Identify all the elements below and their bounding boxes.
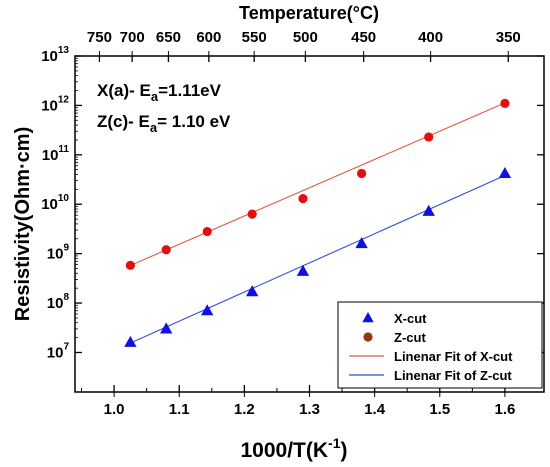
fit-line: [126, 100, 509, 268]
data-point-z-cut: [125, 260, 135, 270]
annotations: X(a)- Ea=1.11eV Z(c)- Ea= 1.10 eV: [97, 81, 231, 135]
x-tick-label: 1.2: [234, 401, 255, 418]
x-tick-label: 1.6: [494, 401, 515, 418]
top-tick-label: 650: [156, 29, 181, 46]
legend-label: Linenar Fit of Z-cut: [394, 368, 512, 383]
data-point-x-cut: [422, 204, 435, 216]
legend-box: [337, 301, 543, 389]
y-tick-label: 107: [47, 341, 70, 361]
top-tick-label: 450: [351, 29, 376, 46]
y-tick-label: 109: [47, 243, 70, 263]
activation-energy-label: X(a)- Ea=1.11eV: [97, 81, 222, 104]
x-tick-label: 1.0: [104, 401, 125, 418]
data-point-x-cut: [246, 285, 259, 297]
top-tick-label: 350: [496, 29, 521, 46]
y-axis-title: Resistivity(Ohm·cm): [12, 127, 34, 322]
x-axis-title: 1000/T(K-1): [241, 435, 348, 462]
data-point-x-cut: [201, 304, 214, 316]
top-tick-label: 500: [293, 29, 318, 46]
data-points: [124, 98, 512, 347]
data-point-z-cut: [161, 245, 171, 255]
legend-label: Linenar Fit of X-cut: [394, 349, 513, 364]
y-tick-label: 1012: [41, 94, 69, 114]
data-point-x-cut: [160, 322, 173, 334]
legend-marker-triangle: [362, 312, 374, 323]
data-point-x-cut: [296, 264, 310, 276]
data-point-z-cut: [202, 226, 212, 237]
data-point-x-cut: [355, 237, 368, 249]
top-tick-label: 600: [196, 29, 221, 46]
data-point-z-cut: [500, 98, 510, 108]
top-tick-label: 400: [418, 29, 443, 46]
top-tick-label: 750: [87, 29, 112, 46]
axis-ticks: 1.0 1.1 1.2 1.3 1.4 1.5 1.6 750 700 650 600 550 500 4…: [41, 29, 544, 418]
y-tick-label: 108: [47, 292, 70, 312]
fit-lines: [126, 100, 509, 345]
activation-energy-label: Z(c)- Ea= 1.10 eV: [97, 112, 231, 135]
data-point-z-cut: [424, 132, 434, 142]
legend-marker-circle: [363, 332, 373, 342]
data-point-x-cut: [498, 166, 512, 178]
top-tick-label: 700: [120, 29, 145, 46]
data-point-z-cut: [357, 168, 367, 179]
x-tick-label: 1.5: [429, 401, 450, 418]
top-tick-label: 550: [242, 29, 267, 46]
data-point-z-cut: [247, 209, 257, 219]
x-tick-label: 1.4: [364, 401, 386, 418]
legend-label: Z-cut: [394, 330, 426, 345]
y-tick-label: 1010: [41, 193, 69, 213]
legend-label: X-cut: [394, 311, 427, 326]
y-tick-label: 1013: [41, 45, 69, 65]
y-tick-label: 1011: [42, 144, 70, 164]
data-point-x-cut: [124, 335, 137, 347]
x-tick-label: 1.3: [299, 401, 320, 418]
data-point-z-cut: [298, 194, 308, 204]
top-axis-title: Temperature(°C): [239, 3, 379, 23]
fit-line: [126, 173, 509, 345]
x-tick-label: 1.1: [169, 401, 190, 418]
legend: X-cut Z-cut Linenar Fit of X-cut Linenar Fi…: [337, 301, 543, 389]
